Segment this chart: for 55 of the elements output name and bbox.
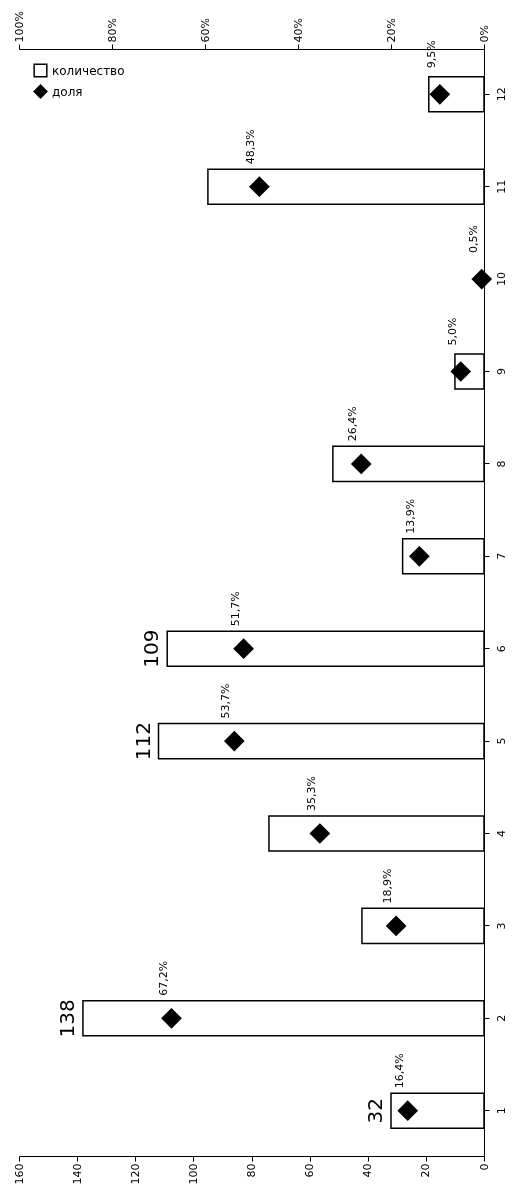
x-tick-label: 140 <box>70 1163 84 1185</box>
data-label: 32 <box>363 1098 387 1124</box>
point <box>409 546 430 567</box>
point <box>429 84 450 105</box>
y-tick-label: 9 <box>494 367 508 375</box>
data-label: 51,7% <box>228 591 242 627</box>
legend-label: доля <box>52 84 83 99</box>
x2-tick-label: 0% <box>477 25 491 43</box>
y-tick-label: 1 <box>494 1107 508 1115</box>
point <box>309 823 330 844</box>
y-tick-label: 3 <box>494 922 508 930</box>
y-tick-label: 2 <box>494 1014 508 1022</box>
data-label: 53,7% <box>219 683 233 719</box>
point <box>249 176 270 197</box>
y-tick-label: 6 <box>494 645 508 653</box>
point <box>386 915 407 936</box>
data-label: 138 <box>54 999 79 1038</box>
data-label: 18,9% <box>381 868 395 904</box>
x2-tick-label: 80% <box>105 18 119 43</box>
x-tick-label: 80 <box>245 1163 258 1178</box>
y-tick-label: 12 <box>494 87 508 102</box>
point <box>471 269 492 290</box>
point <box>351 453 372 474</box>
x2-tick-label: 40% <box>291 18 305 43</box>
data-label: 0,5% <box>466 225 480 254</box>
data-label: 109 <box>139 629 164 668</box>
x-tick-label: 120 <box>128 1163 142 1185</box>
data-label: 35,3% <box>304 776 318 811</box>
data-label: 26,4% <box>346 406 360 442</box>
x-tick-label: 20 <box>419 1163 433 1178</box>
y-tick-label: 7 <box>494 552 508 560</box>
y-tick-label: 5 <box>494 737 508 745</box>
y-tick-label: 4 <box>494 830 508 838</box>
point <box>161 1008 182 1029</box>
data-label: 13,9% <box>404 498 418 534</box>
x2-tick-label: 100% <box>12 11 26 43</box>
x2-tick-label: 20% <box>384 18 398 43</box>
data-label: 16,4% <box>392 1053 406 1089</box>
point <box>397 1100 418 1121</box>
data-label: 5,0% <box>445 317 459 346</box>
data-label: 48,3% <box>244 129 258 165</box>
legend-label: количество <box>52 63 125 78</box>
y-tick-label: 10 <box>494 272 508 287</box>
x2-tick-label: 60% <box>198 18 212 43</box>
x-tick-label: 60 <box>303 1163 317 1178</box>
data-label: 112 <box>130 722 155 761</box>
x-tick-label: 0 <box>477 1163 491 1171</box>
y-tick-label: 8 <box>494 460 508 468</box>
point <box>233 638 254 659</box>
data-label: 67,2% <box>156 960 170 996</box>
x-tick-label: 160 <box>12 1163 26 1185</box>
point <box>224 731 245 752</box>
x-tick-label: 100 <box>186 1163 200 1185</box>
y-tick-label: 11 <box>494 179 508 194</box>
x-tick-label: 40 <box>361 1163 375 1178</box>
